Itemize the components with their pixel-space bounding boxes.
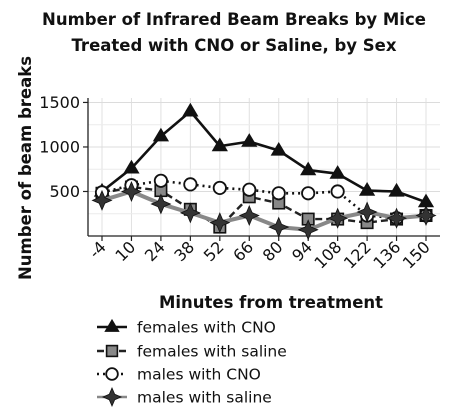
chart-title-line-2: Treated with CNO or Saline, by Sex	[71, 36, 396, 55]
legend-marker	[104, 318, 120, 332]
data-point	[327, 207, 349, 229]
x-tick-label: 52	[200, 237, 228, 265]
series-males-with-saline	[91, 180, 437, 241]
data-point	[150, 193, 172, 215]
x-tick-label: 24	[141, 237, 169, 265]
data-point	[120, 180, 142, 202]
y-axis-title: Number of beam breaks	[16, 56, 35, 280]
data-point	[297, 219, 319, 241]
legend-marker	[105, 344, 119, 358]
data-point	[152, 127, 170, 142]
data-point	[388, 182, 405, 197]
legend-item: females with CNO	[97, 319, 276, 337]
y-tick-label: 500	[49, 182, 80, 201]
legend-label: males with CNO	[137, 366, 261, 384]
data-point	[300, 161, 317, 176]
legend-label: females with CNO	[137, 319, 276, 337]
data-point	[386, 207, 408, 229]
data-point	[153, 173, 168, 188]
data-point	[212, 180, 227, 195]
data-point	[242, 182, 257, 197]
x-tick-label: 136	[369, 237, 404, 272]
data-point	[183, 177, 198, 192]
x-tick-label: -4	[85, 237, 110, 262]
legend-label: males with saline	[137, 389, 272, 407]
x-tick-label: 122	[340, 237, 375, 272]
data-point	[179, 202, 201, 224]
legend-item: females with saline	[97, 343, 287, 361]
data-point	[238, 205, 260, 227]
legend-label: females with saline	[137, 343, 287, 361]
data-point	[417, 193, 435, 208]
x-tick-label: 38	[170, 237, 198, 265]
data-point	[271, 186, 286, 201]
data-point	[211, 137, 228, 152]
data-point	[301, 186, 316, 201]
data-point	[241, 133, 258, 147]
x-tick-label: 66	[229, 237, 257, 265]
legend-marker	[101, 386, 123, 408]
data-point	[123, 159, 140, 174]
x-axis-title: Minutes from treatment	[159, 293, 383, 312]
data-point	[268, 216, 290, 238]
legend-item: males with CNO	[97, 366, 261, 384]
data-point	[329, 165, 346, 179]
x-tick-label: 150	[399, 237, 434, 272]
legend-item: males with saline	[97, 386, 272, 408]
y-tick-label: 1000	[39, 137, 80, 156]
legend: females with CNO females with saline males…	[97, 319, 287, 408]
x-tick-label: 10	[111, 237, 139, 265]
legend-marker	[105, 367, 119, 381]
data-point	[358, 182, 376, 196]
chart-title-line-1: Number of Infrared Beam Breaks by Mice	[42, 10, 426, 29]
series-line	[101, 189, 427, 232]
series-females-with-CNO	[93, 102, 435, 208]
series-females-with-saline	[95, 180, 433, 234]
data-point	[356, 201, 378, 223]
series-group	[91, 102, 437, 241]
data-point	[91, 189, 113, 211]
y-tick-label: 1500	[39, 93, 80, 112]
data-point	[330, 184, 345, 199]
data-point	[415, 205, 437, 227]
data-point	[182, 102, 199, 117]
data-point	[209, 212, 231, 234]
x-tick-label: 80	[259, 237, 287, 265]
y-tick-labels: 500 1000 1500	[39, 93, 80, 201]
x-tick-label: 108	[310, 237, 345, 272]
data-point	[270, 141, 287, 156]
